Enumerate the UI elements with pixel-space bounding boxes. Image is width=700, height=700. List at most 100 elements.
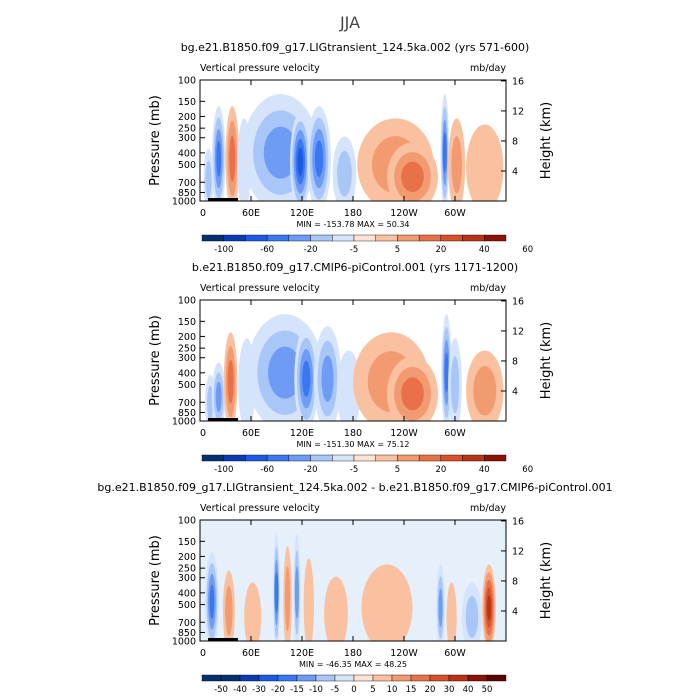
contour-band <box>401 161 424 193</box>
colorbar-box <box>201 234 224 242</box>
min-label: MIN = <box>299 660 326 669</box>
contour-band <box>314 140 324 177</box>
y-tick-label: 250 <box>178 564 196 575</box>
stats-line: MIN = -151.30 MAX = 75.12 <box>296 440 409 449</box>
contour-band <box>466 124 504 201</box>
contour-band <box>284 566 291 631</box>
max-value: 50.34 <box>387 220 410 229</box>
colorbar-box <box>288 234 311 242</box>
contour-band <box>268 346 302 399</box>
min-value: -46.35 <box>326 660 354 669</box>
x-tick-label: 0 <box>200 648 206 659</box>
colorbar-label: -5 <box>350 245 358 255</box>
colorbar-label: -15 <box>290 685 304 695</box>
colorbar-label: -20 <box>304 465 318 475</box>
y2-tick-label: 16 <box>512 76 524 87</box>
colorbar-box <box>397 234 420 242</box>
contour-band <box>227 359 234 404</box>
colorbar-box <box>245 234 268 242</box>
y-tick-label: 1000 <box>172 417 196 428</box>
y2-tick-label: 8 <box>512 356 518 367</box>
max-value: 48.25 <box>384 660 407 669</box>
colorbar-box <box>266 234 290 242</box>
y2-tick-label: 12 <box>512 106 524 117</box>
x-tick-label: 60W <box>444 208 466 219</box>
colorbar-label: -5 <box>350 465 358 475</box>
colorbar-box <box>410 674 431 682</box>
min-label: MIN = <box>296 220 323 229</box>
y2-tick-label: 4 <box>512 386 518 397</box>
colorbar-box <box>418 454 442 462</box>
y-tick-label: 150 <box>178 537 196 548</box>
contour-band <box>444 352 449 393</box>
colorbar-label: 5 <box>370 685 375 695</box>
units-label: mb/day <box>470 503 506 514</box>
colorbar-box <box>315 674 336 682</box>
y-axis-label: Pressure (mb) <box>148 95 163 186</box>
colorbar-label: 10 <box>387 685 398 695</box>
y-tick-label: 200 <box>178 332 196 343</box>
colorbar: -50 -40 -30 -20 -15 -10 -5 0 5 10 15 20 30 40 50 <box>201 674 507 695</box>
min-label: MIN = <box>296 440 323 449</box>
colorbar-label: 50 <box>482 685 493 695</box>
colorbar-box <box>288 454 311 462</box>
x-tick-label: 60W <box>444 428 466 439</box>
topography <box>208 198 238 201</box>
x-tick-label: 180 <box>344 208 362 219</box>
max-label: MAX = <box>357 440 387 449</box>
colorbar-box <box>375 234 398 242</box>
x-tick-label: 180 <box>344 428 362 439</box>
x-tick-label: 60E <box>242 208 260 219</box>
x-tick-label: 120W <box>390 648 418 659</box>
contour-field <box>205 534 496 641</box>
y-tick-label: 250 <box>178 344 196 355</box>
y2-tick-label: 16 <box>512 516 524 527</box>
colorbar-label: 0 <box>351 685 356 695</box>
colorbar-box <box>484 454 507 462</box>
panel-3: bg.e21.B1850.f09_g17.LIGtransient_124.5k… <box>97 481 612 695</box>
stats-line: MIN = -46.35 MAX = 48.25 <box>299 660 407 669</box>
y-tick-label: 150 <box>178 317 196 328</box>
x-tick-label: 60W <box>444 648 466 659</box>
y-tick-label: 850 <box>178 408 196 419</box>
colorbar-box <box>484 234 507 242</box>
colorbar-box <box>467 674 488 682</box>
colorbar-label: 15 <box>406 685 417 695</box>
y-tick-label: 300 <box>178 353 196 364</box>
x-tick-label: 120E <box>290 428 314 439</box>
colorbar-box <box>462 234 485 242</box>
y-tick-label: 700 <box>178 398 196 409</box>
contour-band <box>361 564 413 641</box>
colorbar-label: 60 <box>522 465 533 475</box>
panel-1: bg.e21.B1850.f09_g17.LIGtransient_124.5k… <box>148 41 554 255</box>
y-tick-label: 400 <box>178 148 196 159</box>
colorbar-label: -10 <box>309 685 323 695</box>
colorbar-box <box>332 454 355 462</box>
contour-band <box>216 140 222 177</box>
colorbar-label: -60 <box>260 245 274 255</box>
colorbar-label: 30 <box>444 685 455 695</box>
y-tick-label: 300 <box>178 573 196 584</box>
y2-tick-label: 16 <box>512 296 524 307</box>
contour-band <box>215 381 222 413</box>
min-value: -153.78 <box>324 220 357 229</box>
contour-band <box>297 147 304 176</box>
colorbar-label: -50 <box>214 685 228 695</box>
x-tick-label: 120W <box>390 428 418 439</box>
units-label: mb/day <box>470 283 506 294</box>
contour-band <box>244 582 262 641</box>
y-tick-label: 100 <box>178 296 196 307</box>
x-tick-label: 180 <box>344 648 362 659</box>
colorbar-box <box>397 454 420 462</box>
colorbar-label: 40 <box>479 245 490 255</box>
contour-band <box>207 385 214 421</box>
contour-band <box>465 595 479 638</box>
colorbar-box <box>332 234 355 242</box>
colorbar-box <box>334 674 355 682</box>
variable-label: Vertical pressure velocity <box>200 63 320 74</box>
colorbar-label: 40 <box>463 685 474 695</box>
colorbar-box <box>201 454 224 462</box>
y2-axis-label: Height (km) <box>539 542 554 619</box>
y2-tick-label: 12 <box>512 546 524 557</box>
